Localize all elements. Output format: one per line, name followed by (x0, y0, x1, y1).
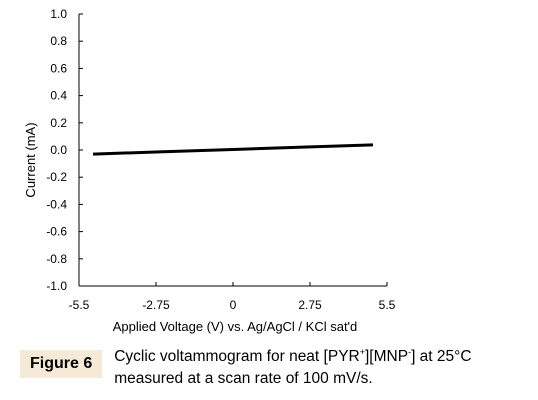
caption-line-1: Cyclic voltammogram for neat [PYR+][MNP-… (114, 346, 471, 368)
x-tick-label: -2.75 (142, 298, 170, 312)
figure-caption: Figure 6 Cyclic voltammogram for neat [P… (20, 346, 530, 390)
y-tick-label: 0.2 (50, 116, 67, 130)
x-tick-label: 2.75 (298, 298, 322, 312)
caption-text-part-2: ][MNP (365, 348, 409, 365)
x-axis-ticks: -5.5 -2.75 0 2.75 5.5 (69, 282, 396, 312)
caption-text-part-1: Cyclic voltammogram for neat [PYR (114, 348, 360, 365)
x-tick-label: 5.5 (379, 298, 396, 312)
data-series-group (92, 143, 374, 156)
y-tick-label: 0.6 (50, 61, 67, 75)
y-tick-label: -0.6 (46, 225, 67, 239)
x-axis-title: Applied Voltage (V) vs. Ag/AgCl / KCl sa… (113, 319, 358, 334)
y-tick-label: -0.4 (46, 197, 67, 211)
cation-charge-superscript: + (359, 346, 365, 357)
x-tick-label: 0 (230, 298, 237, 312)
y-tick-label: 1.0 (50, 7, 67, 21)
y-axis-ticks: 1.0 0.8 0.6 0.4 0.2 0.0 -0.2 -0.4 -0.6 -0.8 -1.0 (46, 7, 83, 293)
cv-series-line (92, 143, 374, 156)
x-tick-label: -5.5 (69, 298, 90, 312)
y-axis-title: Current (mA) (23, 122, 38, 197)
anion-charge-superscript: - (408, 346, 412, 357)
caption-line-2: measured at a scan rate of 100 mV/s. (114, 370, 373, 387)
caption-text-part-3: ] at 25°C (411, 348, 472, 365)
figure-label: Figure 6 (20, 350, 103, 378)
y-tick-label: -0.8 (46, 252, 67, 266)
cyclic-voltammogram-chart: 1.0 0.8 0.6 0.4 0.2 0.0 -0.2 -0.4 -0.6 -0.8 -1.0 -… (23, 7, 396, 334)
y-tick-label: 0.8 (50, 34, 67, 48)
y-tick-label: -0.2 (46, 170, 67, 184)
y-tick-label: -1.0 (46, 279, 67, 293)
y-tick-label: 0.4 (50, 89, 67, 103)
caption-text: Cyclic voltammogram for neat [PYR+][MNP-… (114, 346, 471, 390)
y-tick-label: 0.0 (50, 143, 67, 157)
